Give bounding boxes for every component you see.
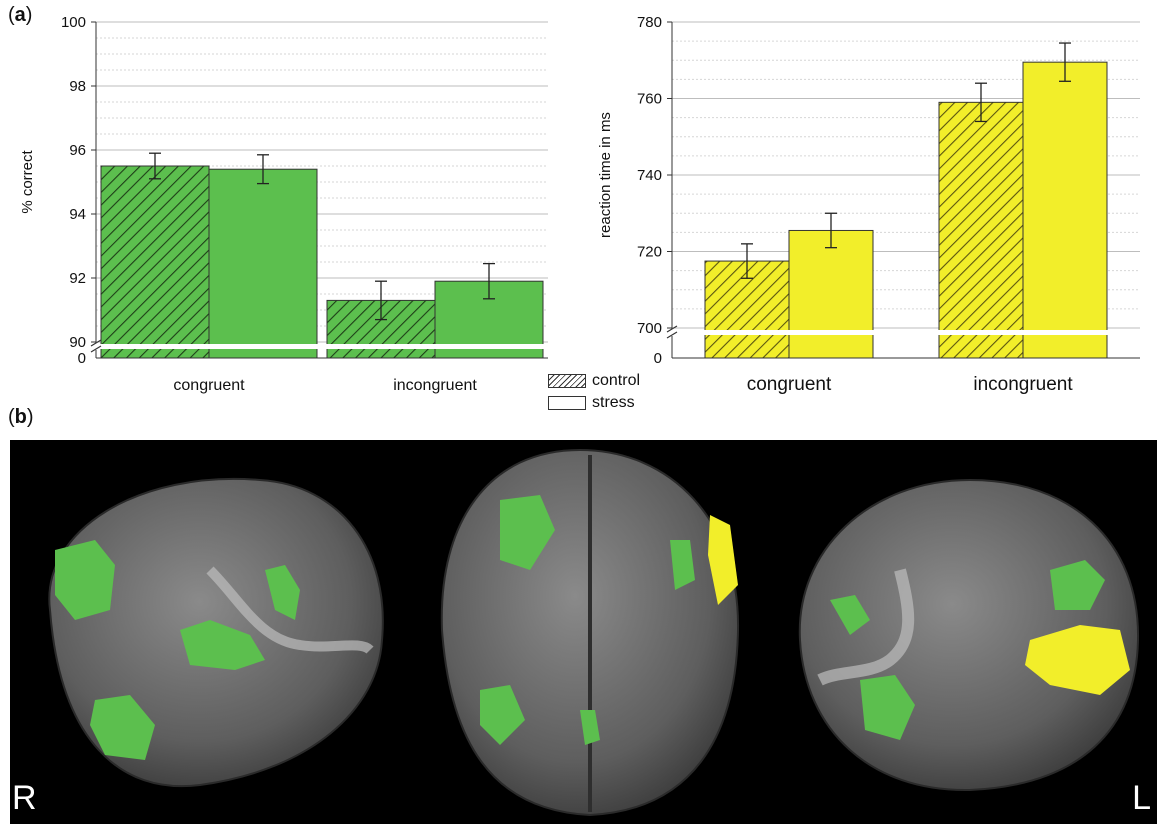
x-tick-label: congruent <box>173 377 245 394</box>
legend-label: control <box>592 372 641 389</box>
activation-blob <box>180 620 265 670</box>
axis-break-band <box>88 344 548 349</box>
bar-congruent-stress <box>208 168 318 359</box>
y-tick-label: 92 <box>69 270 86 287</box>
y-tick-label: 760 <box>637 91 662 108</box>
brain-dorsal-view <box>440 448 740 817</box>
activation-blob <box>670 540 695 590</box>
bar-congruent-stress <box>788 229 874 359</box>
y-tick-label: 700 <box>637 320 662 337</box>
y-tick-label: 98 <box>69 78 86 95</box>
legend-item-control: control <box>548 370 640 392</box>
legend: control stress <box>548 370 640 414</box>
activation-blob <box>265 565 300 620</box>
legend-item-stress: stress <box>548 392 640 414</box>
activation-blob <box>90 695 155 760</box>
x-tick-label: incongruent <box>973 374 1073 395</box>
bar-congruent-control <box>100 165 210 359</box>
activation-blob <box>860 675 915 740</box>
y-tick-label: 90 <box>69 334 86 351</box>
panel-b-label: (b) <box>8 406 34 428</box>
y-tick-label: 100 <box>61 14 86 31</box>
x-tick-label: incongruent <box>393 377 477 394</box>
y-tick-label-zero: 0 <box>78 350 86 367</box>
bar-incongruent-control <box>938 101 1024 359</box>
activation-blob <box>580 710 600 745</box>
y-tick-label: 780 <box>637 14 662 31</box>
chart-accuracy: congruent incongruent 90 92 94 96 98 100 0 % corr… <box>19 14 1140 395</box>
activation-blob <box>1050 560 1105 610</box>
bar-incongruent-stress <box>1022 61 1108 359</box>
activation-blob <box>55 540 115 620</box>
left-hemisphere-letter: L <box>1132 779 1151 817</box>
solid-swatch-icon <box>548 396 586 410</box>
hatched-swatch-icon <box>548 374 586 388</box>
activation-blob <box>1025 625 1130 695</box>
y-tick-label: 720 <box>637 244 662 261</box>
brain-right-lateral-view <box>48 477 384 788</box>
right-hemisphere-letter: R <box>12 779 37 817</box>
activation-blob <box>708 515 738 605</box>
activation-blob <box>480 685 525 745</box>
activation-blob <box>500 495 555 570</box>
y-axis-label: % correct <box>19 150 36 214</box>
y-tick-label-zero: 0 <box>654 350 662 367</box>
panel-a-label: (a) <box>8 4 33 26</box>
y-tick-label: 740 <box>637 167 662 184</box>
legend-label: stress <box>592 394 635 411</box>
y-tick-label: 96 <box>69 142 86 159</box>
y-tick-label: 94 <box>69 206 86 223</box>
axis-break-mark <box>666 325 678 339</box>
x-tick-label: congruent <box>747 374 832 395</box>
brain-left-lateral-view <box>798 478 1140 792</box>
brain-renderings <box>48 448 1140 817</box>
axis-break-band <box>664 330 1140 335</box>
brain-activation-panel: R L <box>10 440 1157 824</box>
axis-break-mark <box>90 339 102 353</box>
y-axis-label: reaction time in ms <box>597 112 614 238</box>
activation-blob <box>830 595 870 635</box>
